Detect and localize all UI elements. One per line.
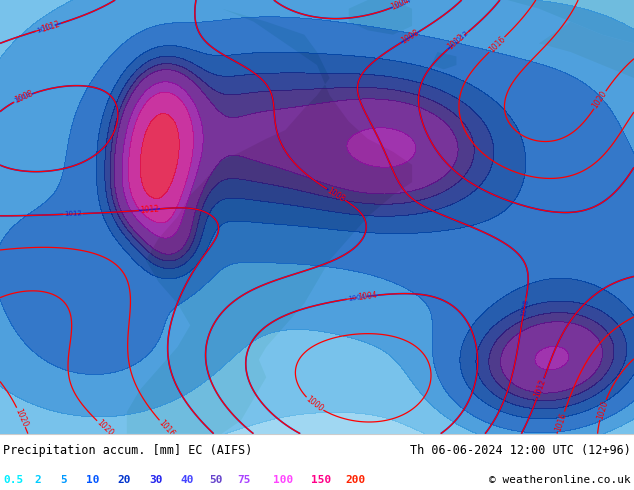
Text: 1012: 1012 bbox=[452, 30, 470, 46]
Text: 150: 150 bbox=[311, 475, 331, 485]
Polygon shape bbox=[127, 0, 412, 434]
Text: 1012: 1012 bbox=[41, 19, 61, 34]
Text: 1008: 1008 bbox=[400, 28, 421, 46]
Text: 1000: 1000 bbox=[304, 395, 325, 414]
Text: Precipitation accum. [mm] EC (AIFS): Precipitation accum. [mm] EC (AIFS) bbox=[3, 444, 252, 457]
Text: 1020: 1020 bbox=[591, 90, 609, 110]
Text: 1012: 1012 bbox=[36, 23, 55, 34]
Text: 50: 50 bbox=[209, 475, 223, 485]
Polygon shape bbox=[349, 0, 412, 35]
Text: 1004: 1004 bbox=[347, 294, 366, 302]
Text: 1004: 1004 bbox=[392, 0, 411, 10]
Text: 1008: 1008 bbox=[13, 89, 34, 105]
Polygon shape bbox=[539, 22, 634, 78]
Text: 1012: 1012 bbox=[139, 204, 159, 215]
Text: 30: 30 bbox=[149, 475, 162, 485]
Text: 1012: 1012 bbox=[64, 211, 82, 218]
Text: 1012: 1012 bbox=[534, 379, 547, 397]
Text: 20: 20 bbox=[117, 475, 131, 485]
Text: 5: 5 bbox=[60, 475, 67, 485]
Text: 1012: 1012 bbox=[446, 32, 466, 52]
Text: Th 06-06-2024 12:00 UTC (12+96): Th 06-06-2024 12:00 UTC (12+96) bbox=[410, 444, 631, 457]
Polygon shape bbox=[507, 0, 634, 43]
Text: 75: 75 bbox=[238, 475, 251, 485]
Text: 1004: 1004 bbox=[357, 291, 377, 302]
Text: 1020: 1020 bbox=[94, 418, 115, 438]
Text: 10: 10 bbox=[86, 475, 99, 485]
Text: 1008: 1008 bbox=[328, 188, 346, 202]
Text: 100: 100 bbox=[273, 475, 293, 485]
Text: 1016: 1016 bbox=[157, 418, 176, 439]
Text: 1016: 1016 bbox=[487, 35, 507, 54]
Text: 1008: 1008 bbox=[13, 91, 32, 104]
Text: 40: 40 bbox=[181, 475, 194, 485]
Text: 1008: 1008 bbox=[325, 186, 347, 203]
Text: 200: 200 bbox=[346, 475, 366, 485]
Text: 0.5: 0.5 bbox=[3, 475, 23, 485]
Text: 1012: 1012 bbox=[533, 377, 548, 398]
Text: © weatheronline.co.uk: © weatheronline.co.uk bbox=[489, 475, 631, 485]
Text: 2: 2 bbox=[35, 475, 42, 485]
Polygon shape bbox=[431, 52, 456, 70]
Text: 1004: 1004 bbox=[390, 0, 411, 12]
Text: 1008: 1008 bbox=[520, 298, 529, 317]
Text: 1020: 1020 bbox=[595, 399, 610, 420]
Text: 1020: 1020 bbox=[13, 407, 29, 428]
Polygon shape bbox=[178, 303, 266, 434]
Text: 1016: 1016 bbox=[553, 411, 569, 432]
